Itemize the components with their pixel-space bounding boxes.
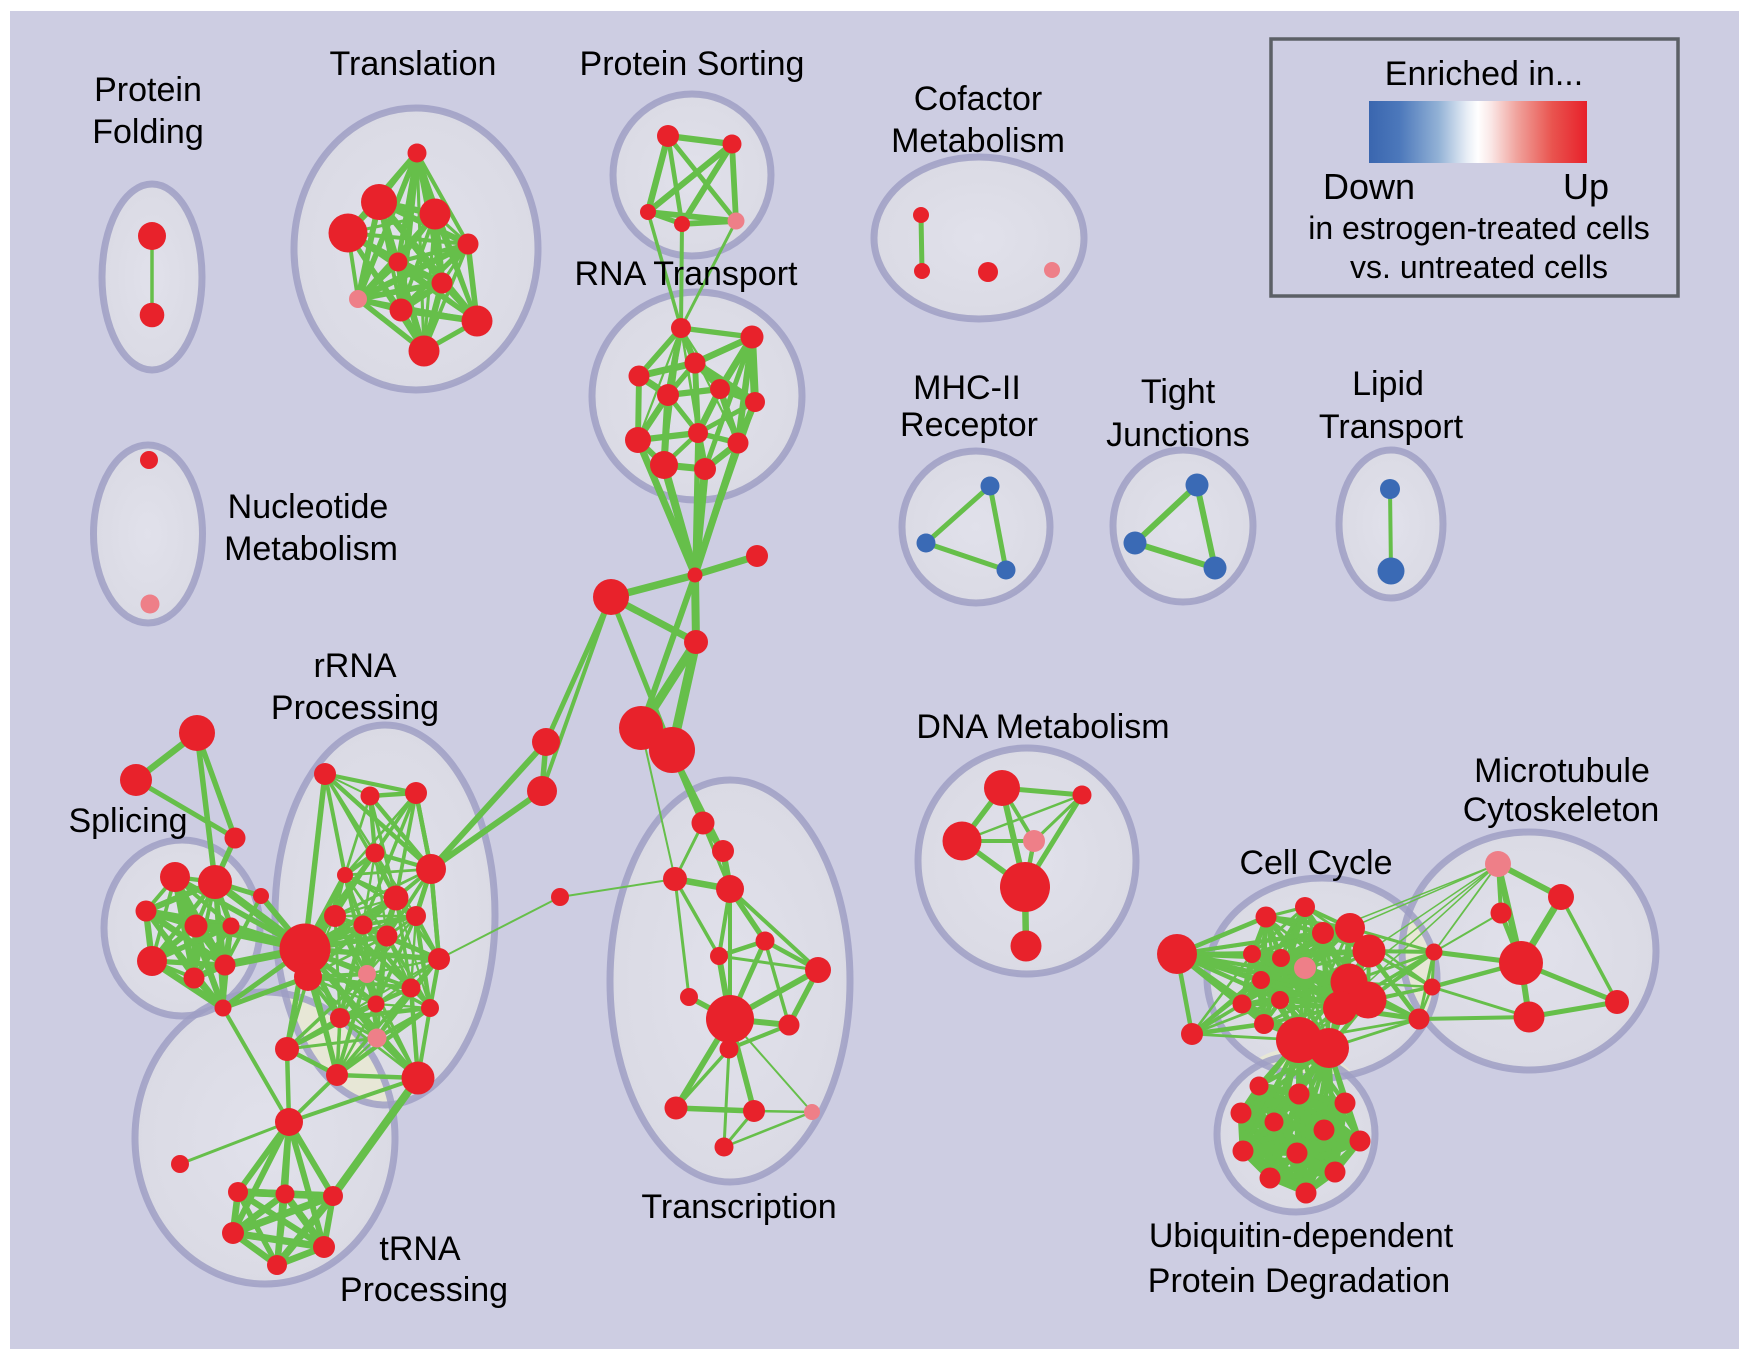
svg-text:Tight: Tight (1141, 373, 1216, 411)
svg-text:Transcription: Transcription (641, 1188, 836, 1226)
svg-text:Ubiquitin-dependent: Ubiquitin-dependent (1149, 1217, 1454, 1255)
svg-text:Protein Degradation: Protein Degradation (1148, 1262, 1450, 1300)
svg-text:MHC-II: MHC-II (913, 369, 1021, 407)
svg-text:Folding: Folding (92, 113, 204, 151)
svg-text:Protein Sorting: Protein Sorting (580, 45, 805, 83)
svg-text:Processing: Processing (340, 1271, 508, 1309)
svg-text:Up: Up (1563, 166, 1609, 207)
svg-text:Transport: Transport (1319, 408, 1464, 446)
svg-text:Nucleotide: Nucleotide (228, 488, 389, 526)
svg-text:in estrogen-treated cells: in estrogen-treated cells (1308, 210, 1650, 246)
svg-text:tRNA: tRNA (379, 1230, 461, 1268)
svg-text:rRNA: rRNA (313, 647, 396, 685)
svg-text:Protein: Protein (94, 71, 202, 109)
svg-text:vs. untreated cells: vs. untreated cells (1350, 249, 1608, 285)
svg-text:Processing: Processing (271, 689, 439, 727)
svg-text:Splicing: Splicing (68, 802, 187, 840)
svg-text:Enriched in...: Enriched in... (1385, 55, 1583, 93)
svg-text:Metabolism: Metabolism (224, 530, 398, 568)
svg-text:DNA Metabolism: DNA Metabolism (916, 708, 1169, 746)
svg-text:Down: Down (1323, 166, 1415, 207)
svg-text:Cell Cycle: Cell Cycle (1239, 844, 1392, 882)
svg-text:Cytoskeleton: Cytoskeleton (1463, 791, 1660, 829)
svg-text:Receptor: Receptor (900, 406, 1038, 444)
svg-text:Junctions: Junctions (1106, 416, 1250, 454)
svg-text:Lipid: Lipid (1352, 365, 1424, 403)
svg-text:Microtubule: Microtubule (1474, 752, 1650, 790)
svg-text:Metabolism: Metabolism (891, 122, 1065, 160)
svg-text:Translation: Translation (330, 45, 497, 83)
svg-text:Cofactor: Cofactor (914, 80, 1043, 118)
svg-text:RNA Transport: RNA Transport (575, 255, 799, 293)
